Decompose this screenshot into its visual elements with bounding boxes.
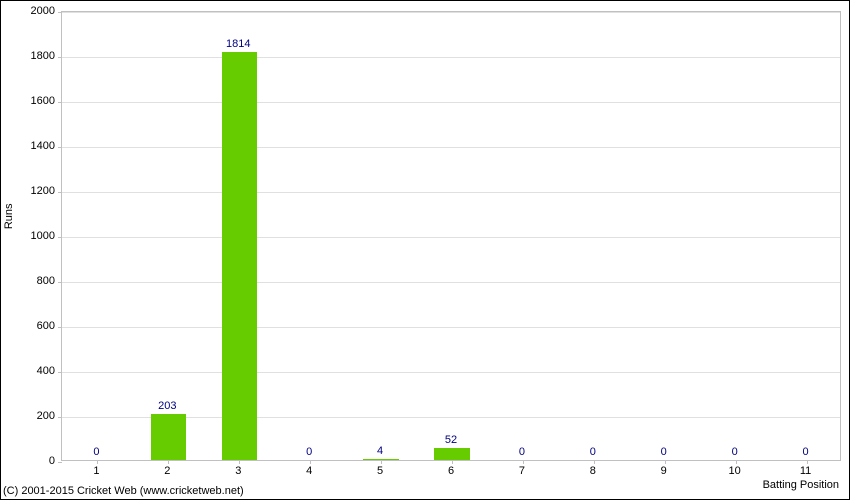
copyright-text: (C) 2001-2015 Cricket Web (www.cricketwe… (3, 485, 244, 497)
x-tick-mark (239, 460, 240, 464)
bar-value-label: 4 (377, 445, 383, 457)
x-tick-label: 6 (448, 465, 454, 477)
y-tick-mark (58, 12, 62, 13)
y-tick-mark (58, 372, 62, 373)
x-tick-label: 1 (93, 465, 99, 477)
y-tick-mark (58, 417, 62, 418)
grid-line (62, 327, 840, 328)
chart-plot-area (61, 11, 841, 461)
bar-value-label: 1814 (226, 38, 250, 50)
bar-value-label: 0 (732, 446, 738, 458)
x-axis-label: Batting Position (763, 479, 839, 491)
bar-value-label: 0 (802, 446, 808, 458)
x-tick-mark (381, 460, 382, 464)
grid-line (62, 282, 840, 283)
y-tick-mark (58, 462, 62, 463)
grid-line (62, 192, 840, 193)
y-tick-label: 1200 (31, 185, 55, 197)
y-tick-mark (58, 192, 62, 193)
x-tick-mark (807, 460, 808, 464)
y-tick-label: 200 (37, 410, 55, 422)
y-tick-label: 1800 (31, 50, 55, 62)
y-tick-label: 1600 (31, 95, 55, 107)
x-tick-label: 4 (306, 465, 312, 477)
bar-value-label: 203 (158, 400, 176, 412)
grid-line (62, 12, 840, 13)
y-tick-label: 1400 (31, 140, 55, 152)
x-tick-label: 3 (235, 465, 241, 477)
grid-line (62, 147, 840, 148)
y-tick-mark (58, 147, 62, 148)
x-tick-label: 5 (377, 465, 383, 477)
x-tick-mark (594, 460, 595, 464)
x-tick-mark (523, 460, 524, 464)
x-tick-label: 10 (729, 465, 741, 477)
y-tick-label: 1000 (31, 230, 55, 242)
x-tick-label: 9 (661, 465, 667, 477)
bar-value-label: 0 (519, 446, 525, 458)
y-tick-mark (58, 327, 62, 328)
x-tick-label: 8 (590, 465, 596, 477)
bar-value-label: 0 (93, 446, 99, 458)
y-tick-mark (58, 57, 62, 58)
chart-container: Runs Batting Position (C) 2001-2015 Cric… (0, 0, 850, 500)
y-tick-label: 2000 (31, 5, 55, 17)
bar (222, 52, 257, 460)
x-tick-label: 11 (800, 465, 811, 477)
x-tick-mark (168, 460, 169, 464)
grid-line (62, 237, 840, 238)
y-tick-label: 800 (37, 275, 55, 287)
bar (434, 448, 469, 460)
bar-value-label: 52 (445, 434, 457, 446)
grid-line (62, 372, 840, 373)
x-tick-mark (665, 460, 666, 464)
y-axis-label: Runs (3, 203, 15, 229)
y-tick-label: 0 (49, 455, 55, 467)
y-tick-mark (58, 282, 62, 283)
x-tick-label: 2 (164, 465, 170, 477)
x-tick-mark (310, 460, 311, 464)
grid-line (62, 102, 840, 103)
bar-value-label: 0 (661, 446, 667, 458)
y-tick-mark (58, 237, 62, 238)
bar-value-label: 0 (590, 446, 596, 458)
grid-line (62, 57, 840, 58)
y-tick-label: 400 (37, 365, 55, 377)
x-tick-label: 7 (519, 465, 525, 477)
y-tick-mark (58, 102, 62, 103)
y-tick-label: 600 (37, 320, 55, 332)
bar-value-label: 0 (306, 446, 312, 458)
x-tick-mark (97, 460, 98, 464)
bar (151, 414, 186, 460)
x-tick-mark (736, 460, 737, 464)
x-tick-mark (452, 460, 453, 464)
